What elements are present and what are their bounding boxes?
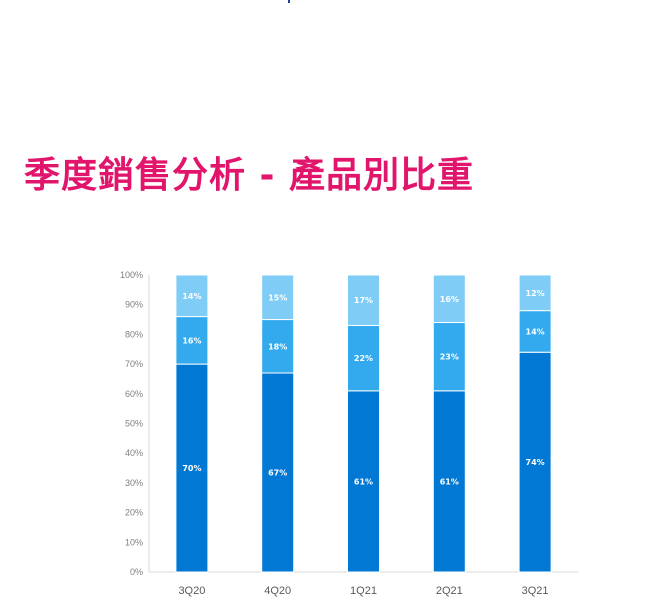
- top-dot-mark: [288, 0, 290, 3]
- data-label: 16%: [182, 336, 201, 345]
- bar-segment: [518, 274, 552, 312]
- x-tick-label: 3Q21: [522, 585, 549, 597]
- y-tick-label: 60%: [125, 389, 143, 399]
- data-label: 15%: [268, 293, 287, 302]
- y-axis-ticks: 0% 10% 20% 30% 40% 50% 60% 70% 80% 90% 100%: [120, 270, 143, 577]
- y-tick-label: 0%: [130, 567, 143, 577]
- y-tick-label: 100%: [120, 270, 143, 280]
- y-tick-label: 30%: [125, 478, 143, 488]
- bar-segment: [175, 274, 209, 318]
- bar-segment: [261, 372, 295, 573]
- data-label: 61%: [440, 477, 459, 486]
- data-label: 18%: [268, 342, 287, 351]
- y-tick-label: 20%: [125, 508, 143, 518]
- data-label: 14%: [182, 292, 201, 301]
- data-label: 23%: [440, 353, 459, 362]
- bar-segment: [518, 351, 552, 573]
- data-label: 67%: [268, 469, 287, 478]
- x-axis-labels: 3Q20 4Q20 1Q21 2Q21 3Q21: [178, 585, 548, 597]
- data-label: 22%: [354, 354, 373, 363]
- x-tick-label: 3Q20: [178, 585, 205, 597]
- y-tick-label: 40%: [125, 448, 143, 458]
- y-tick-label: 70%: [125, 359, 143, 369]
- bar-segment: [261, 319, 295, 374]
- bar-segment: [432, 390, 466, 573]
- x-tick-label: 1Q21: [350, 585, 377, 597]
- bar-segment: [261, 274, 295, 321]
- bar-segment: [518, 310, 552, 353]
- y-tick-label: 80%: [125, 329, 143, 339]
- data-label: 14%: [526, 327, 545, 336]
- bar-segment: [432, 274, 466, 324]
- bar-group: 70% 16% 14% 67% 18% 15% 61% 22% 17% 61% 23% 16% 74% 1…: [175, 274, 552, 573]
- bar-segment: [175, 363, 209, 573]
- data-label: 16%: [440, 295, 459, 304]
- data-label: 61%: [354, 477, 373, 486]
- data-label: 17%: [354, 296, 373, 305]
- data-label: 70%: [182, 464, 201, 473]
- y-tick-label: 50%: [125, 419, 143, 429]
- data-label: 74%: [526, 458, 545, 467]
- bar-segment: [347, 324, 380, 392]
- y-tick-label: 10%: [125, 537, 143, 547]
- x-tick-label: 4Q20: [264, 585, 291, 597]
- page-title: 季度銷售分析 - 產品別比重: [24, 155, 475, 196]
- data-label: 12%: [526, 289, 545, 298]
- bar-segment: [432, 322, 466, 392]
- bar-segment: [347, 274, 380, 326]
- x-tick-label: 2Q21: [436, 585, 463, 597]
- y-tick-label: 90%: [125, 300, 143, 310]
- bar-segment: [347, 390, 380, 573]
